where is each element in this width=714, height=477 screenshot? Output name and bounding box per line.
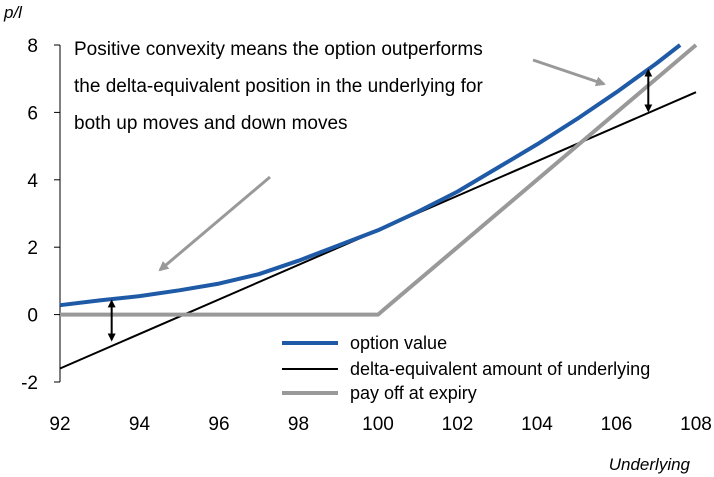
legend: option value delta-equivalent amount of u… bbox=[282, 333, 650, 403]
x-axis-title: Underlying bbox=[609, 455, 691, 474]
gap-arrows bbox=[107, 68, 653, 342]
option-value-line bbox=[59, 43, 682, 308]
y-tick-label: 0 bbox=[27, 306, 38, 327]
annotation-line-1: Positive convexity means the option outp… bbox=[74, 39, 483, 60]
y-tick-label: 4 bbox=[27, 171, 38, 192]
axes: -2 0 2 4 6 8 92 94 96 98 100 102 104 106 108 bbox=[21, 36, 712, 435]
annotation-arrow-up bbox=[532, 58, 606, 87]
y-tick-label: 6 bbox=[27, 103, 38, 124]
y-ticks: -2 0 2 4 6 8 bbox=[21, 36, 60, 394]
y-tick-label: 2 bbox=[27, 238, 38, 259]
x-tick-label: 92 bbox=[49, 414, 70, 435]
x-tick-label: 108 bbox=[680, 414, 712, 435]
x-tick-label: 98 bbox=[288, 414, 309, 435]
legend-label: pay off at expiry bbox=[350, 383, 477, 403]
legend-label: delta-equivalent amount of underlying bbox=[350, 359, 650, 379]
y-axis-title: p/l bbox=[3, 3, 23, 22]
x-tick-label: 100 bbox=[362, 414, 394, 435]
x-ticks: 92 94 96 98 100 102 104 106 108 bbox=[49, 414, 711, 435]
x-tick-label: 94 bbox=[129, 414, 151, 435]
y-tick-label: -2 bbox=[21, 373, 38, 394]
legend-label: option value bbox=[350, 333, 447, 353]
x-tick-label: 106 bbox=[601, 414, 633, 435]
annotation-arrow-down bbox=[158, 175, 271, 272]
payoff-at-expiry-line bbox=[60, 43, 698, 317]
x-tick-label: 104 bbox=[521, 414, 553, 435]
annotation-line-2: the delta-equivalent position in the und… bbox=[74, 76, 483, 97]
x-tick-label: 102 bbox=[442, 414, 474, 435]
series-layer bbox=[59, 43, 698, 370]
annotation: Positive convexity means the option outp… bbox=[74, 39, 653, 342]
annotation-line-3: both up moves and down moves bbox=[74, 113, 348, 134]
x-tick-label: 96 bbox=[208, 414, 229, 435]
y-tick-label: 8 bbox=[27, 36, 38, 57]
